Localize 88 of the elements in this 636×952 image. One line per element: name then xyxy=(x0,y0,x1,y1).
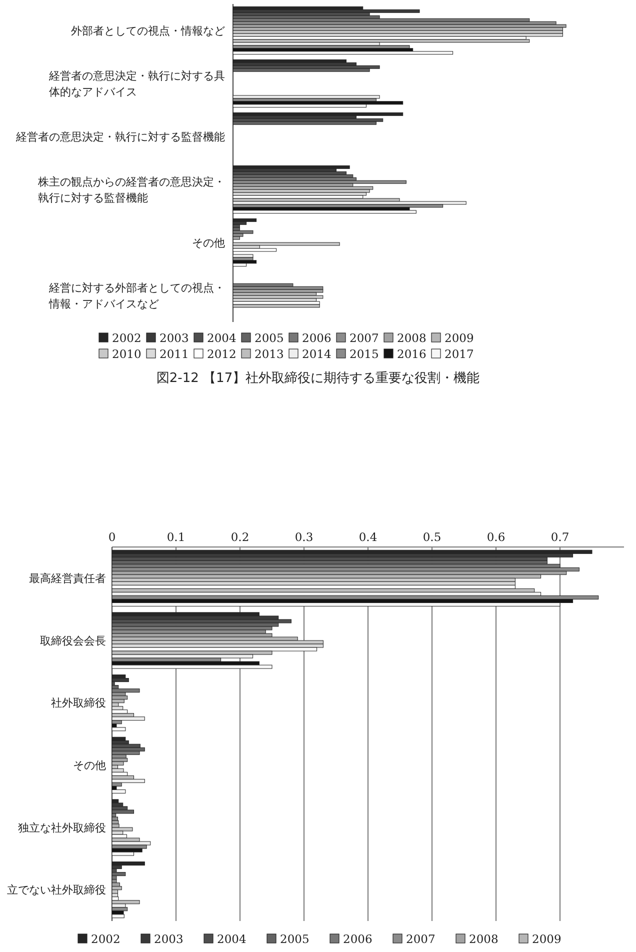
bar xyxy=(112,844,147,849)
bar xyxy=(112,879,117,884)
bar xyxy=(232,236,240,240)
bar xyxy=(112,664,272,669)
legend-label: 2005 xyxy=(254,331,284,345)
bar xyxy=(112,914,124,918)
legend-label: 2004 xyxy=(207,331,236,345)
bar xyxy=(112,810,134,814)
legend-label: 2009 xyxy=(532,932,562,946)
legend-label: 2003 xyxy=(154,932,184,946)
legend-label: 2017 xyxy=(444,347,474,361)
legend-label: 2014 xyxy=(302,347,332,361)
bar xyxy=(232,9,420,13)
legend-label: 2002 xyxy=(91,932,120,946)
legend-label: 2005 xyxy=(280,932,310,946)
bar xyxy=(232,210,416,214)
bar xyxy=(232,218,257,222)
legend-label: 2012 xyxy=(207,347,236,361)
x-tick-label: 0.5 xyxy=(422,530,442,544)
y-tick-label: その他 xyxy=(192,236,225,250)
bar xyxy=(112,674,126,679)
bar xyxy=(112,789,126,794)
legend-label: 2016 xyxy=(397,347,426,361)
legend-label: 2003 xyxy=(160,331,189,345)
bar xyxy=(112,886,122,890)
bar xyxy=(112,882,120,887)
y-tick-label: 株主の観点からの経営者の意思決定・執行に対する監督機能 xyxy=(37,175,225,204)
x-tick-label: 0.3 xyxy=(294,530,314,544)
legend-label: 2006 xyxy=(343,932,372,946)
bar xyxy=(112,872,126,876)
bar xyxy=(112,678,129,682)
legend-label: 2008 xyxy=(469,932,498,946)
y-tick-label: 最高経営責任者 xyxy=(29,572,106,586)
bar xyxy=(112,716,145,721)
x-tick-label: 0.2 xyxy=(230,530,250,544)
y-tick-label: 外部者としての視点・情報など xyxy=(71,24,225,38)
text: 図2-12 【17】社外取締役に期待する重要な役割・機能 xyxy=(156,371,480,386)
legend-label: 2008 xyxy=(397,331,426,345)
legend-label: 2002 xyxy=(112,331,142,345)
bar xyxy=(112,736,126,741)
bar xyxy=(112,827,133,832)
bar xyxy=(112,900,140,904)
bar xyxy=(112,841,151,846)
bar xyxy=(112,862,145,866)
x-tick-label: 0 xyxy=(108,530,116,544)
bar xyxy=(112,761,124,766)
bar xyxy=(112,890,118,894)
bar xyxy=(112,778,145,783)
x-tick-label: 0.6 xyxy=(486,530,506,544)
legend-label: 2004 xyxy=(217,932,246,946)
bar xyxy=(112,907,128,912)
y-tick-label: 社外取締役 xyxy=(51,696,106,710)
bar xyxy=(112,758,128,762)
bar xyxy=(232,304,320,308)
bar xyxy=(112,747,145,752)
y-tick-label: 独立な社外取締役 xyxy=(18,821,106,834)
x-tick-label: 0.1 xyxy=(166,530,186,544)
legend-label: 2007 xyxy=(406,932,436,946)
bar xyxy=(232,260,257,264)
y-tick-label: 経営者の意思決定・執行に対する具体的なアドバイス xyxy=(48,69,225,98)
bar xyxy=(112,688,140,693)
y-tick-label: その他 xyxy=(73,759,106,772)
bar xyxy=(232,242,340,246)
bar xyxy=(232,180,406,184)
bar xyxy=(112,893,118,898)
bar xyxy=(112,910,124,915)
y-tick-label: 経営に対する外部者としての視点・情報・アドバイスなど xyxy=(48,281,225,310)
y-tick-label: 立でない社外取締役 xyxy=(7,884,106,897)
x-tick-label: 0.4 xyxy=(358,530,378,544)
bar xyxy=(112,727,126,732)
legend-label: 2013 xyxy=(254,347,284,361)
bar xyxy=(232,248,277,252)
legend-label: 2015 xyxy=(350,347,379,361)
legend-label: 2009 xyxy=(444,331,474,345)
bar xyxy=(112,696,128,700)
bar xyxy=(112,699,124,704)
y-tick-label: 経営者の意思決定・執行に対する監督機能 xyxy=(15,130,225,144)
legend-label: 2006 xyxy=(302,331,332,345)
bar xyxy=(232,112,404,116)
bar xyxy=(112,768,124,772)
x-tick-label: 0.7 xyxy=(550,530,570,544)
bar xyxy=(232,39,530,43)
y-tick-label: 取締役会会長 xyxy=(40,634,106,648)
bar xyxy=(112,816,118,821)
legend-label: 2010 xyxy=(112,347,142,361)
legend-label: 2011 xyxy=(160,347,189,361)
bar xyxy=(232,51,454,55)
legend-label: 2007 xyxy=(350,331,379,345)
